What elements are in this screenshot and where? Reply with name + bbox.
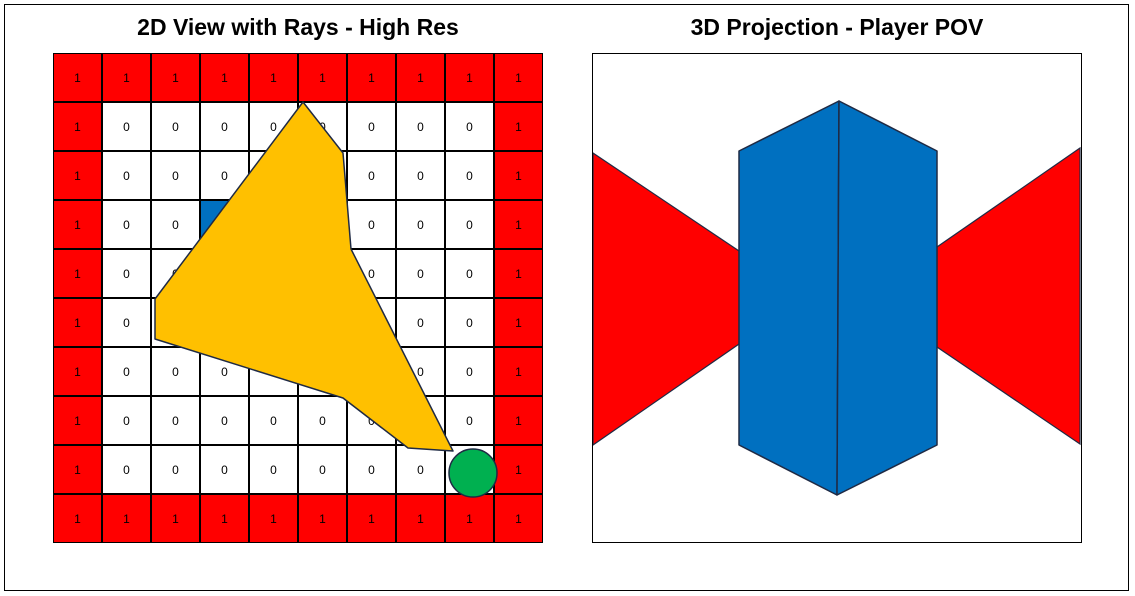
player-marker — [448, 448, 498, 498]
floor-cell: 0 — [445, 200, 494, 249]
floor-cell: 0 — [396, 445, 445, 494]
wall-cell: 1 — [249, 53, 298, 102]
floor-cell: 0 — [102, 347, 151, 396]
projection-view — [592, 53, 1082, 543]
wall-cell: 1 — [445, 53, 494, 102]
floor-cell: 0 — [445, 151, 494, 200]
floor-cell: 0 — [151, 396, 200, 445]
floor-cell: 0 — [151, 347, 200, 396]
floor-cell: 0 — [249, 445, 298, 494]
wall-cell: 1 — [347, 53, 396, 102]
floor-cell: 0 — [151, 151, 200, 200]
floor-cell: 0 — [347, 445, 396, 494]
floor-cell: 0 — [445, 347, 494, 396]
floor-cell: 0 — [151, 102, 200, 151]
floor-cell: 0 — [445, 298, 494, 347]
wall-cell: 1 — [102, 494, 151, 543]
floor-cell: 0 — [298, 445, 347, 494]
wall-cell: 1 — [53, 445, 102, 494]
floor-cell: 0 — [102, 249, 151, 298]
wall-cell: 1 — [494, 396, 543, 445]
floor-cell: 0 — [102, 200, 151, 249]
wall-cell: 1 — [53, 53, 102, 102]
title-3d-projection: 3D Projection - Player POV — [690, 14, 984, 40]
floor-cell: 0 — [151, 445, 200, 494]
wall-cell: 1 — [396, 494, 445, 543]
map-grid: 1111111111100000000110000000011001100001… — [53, 53, 543, 543]
wall-cell: 1 — [494, 151, 543, 200]
wall-cell: 1 — [200, 494, 249, 543]
pillar-left-face — [738, 100, 840, 496]
wall-cell: 1 — [249, 494, 298, 543]
wall-cell: 1 — [494, 200, 543, 249]
wall-cell: 1 — [53, 249, 102, 298]
wall-cell: 1 — [347, 494, 396, 543]
wall-cell: 1 — [53, 151, 102, 200]
floor-cell: 0 — [347, 102, 396, 151]
figure-frame — [4, 4, 1129, 591]
wall-cell: 1 — [53, 494, 102, 543]
floor-cell: 0 — [396, 298, 445, 347]
floor-cell: 0 — [249, 396, 298, 445]
projection-svg — [593, 100, 1081, 496]
floor-cell: 0 — [396, 151, 445, 200]
floor-cell: 0 — [200, 102, 249, 151]
wall-cell: 1 — [494, 347, 543, 396]
wall-cell: 1 — [494, 494, 543, 543]
floor-cell: 0 — [396, 200, 445, 249]
floor-cell: 0 — [151, 200, 200, 249]
floor-cell: 0 — [445, 249, 494, 298]
wall-cell: 1 — [200, 53, 249, 102]
title-2d-view: 2D View with Rays - High Res — [137, 14, 459, 40]
wall-cell: 1 — [494, 102, 543, 151]
wall-cell: 1 — [396, 53, 445, 102]
left-wall — [593, 152, 740, 446]
floor-cell: 0 — [298, 396, 347, 445]
ray-overlay — [154, 101, 498, 498]
wall-cell: 1 — [494, 298, 543, 347]
floor-cell: 0 — [445, 102, 494, 151]
floor-cell: 0 — [102, 102, 151, 151]
wall-cell: 1 — [494, 445, 543, 494]
floor-cell: 0 — [200, 445, 249, 494]
floor-cell: 0 — [102, 298, 151, 347]
wall-cell: 1 — [53, 102, 102, 151]
floor-cell: 0 — [347, 151, 396, 200]
floor-cell: 0 — [396, 102, 445, 151]
wall-cell: 1 — [151, 53, 200, 102]
wall-cell: 1 — [151, 494, 200, 543]
wall-cell: 1 — [53, 298, 102, 347]
floor-cell: 0 — [102, 151, 151, 200]
wall-cell: 1 — [102, 53, 151, 102]
floor-cell: 0 — [347, 200, 396, 249]
right-wall — [936, 146, 1081, 446]
ray-cone — [154, 101, 454, 452]
floor-cell: 0 — [396, 249, 445, 298]
pillar-right-face — [836, 100, 938, 496]
wall-cell: 1 — [298, 494, 347, 543]
floor-cell: 0 — [200, 396, 249, 445]
floor-cell: 0 — [102, 396, 151, 445]
wall-cell: 1 — [53, 200, 102, 249]
floor-cell: 0 — [102, 445, 151, 494]
wall-cell: 1 — [298, 53, 347, 102]
floor-cell: 0 — [445, 396, 494, 445]
wall-cell: 1 — [494, 249, 543, 298]
wall-cell: 1 — [53, 347, 102, 396]
wall-cell: 1 — [494, 53, 543, 102]
wall-cell: 1 — [53, 396, 102, 445]
